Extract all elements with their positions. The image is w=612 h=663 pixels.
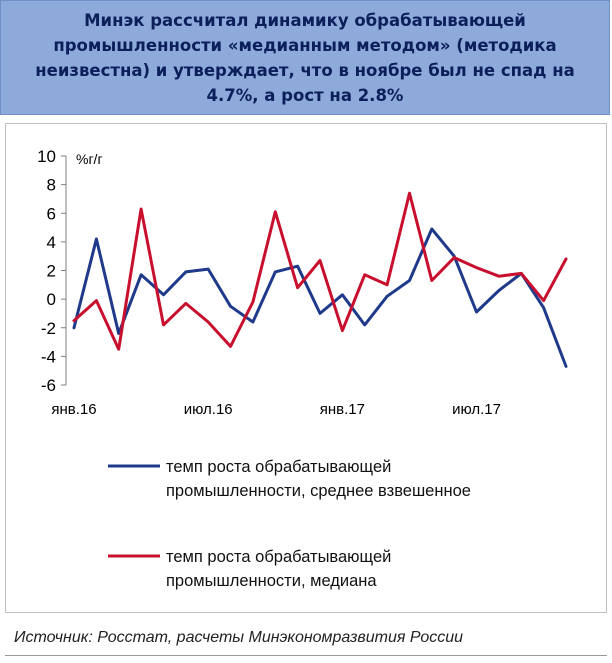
y-tick-label: 4 (47, 233, 56, 252)
title-banner: Минэк рассчитал динамику обрабатывающей … (0, 0, 610, 115)
x-tick-label: янв.17 (320, 401, 365, 418)
y-tick-label: -6 (41, 376, 56, 395)
y-tick-label: -2 (41, 319, 56, 338)
source-note: Источник: Росстат, расчеты Минэкономразв… (14, 629, 464, 646)
x-tick-label: июл.17 (452, 401, 501, 418)
x-tick-label: июл.16 (184, 401, 233, 418)
chart-title: Минэк рассчитал динамику обрабатывающей … (35, 10, 575, 105)
y-tick-label: 0 (47, 290, 56, 309)
y-tick-label: 2 (47, 262, 56, 281)
chart-frame (5, 123, 607, 613)
y-tick-label: 10 (37, 147, 56, 166)
y-tick-label: 8 (47, 176, 56, 195)
y-tick-label: 6 (47, 204, 56, 223)
chart-series (72, 191, 568, 368)
legend-label: темп роста обрабатывающей промышленности,… (166, 548, 391, 590)
y-unit-label: %г/г (76, 151, 103, 167)
legend-label: темп роста обрабатывающей промышленности,… (166, 458, 471, 500)
chart-legend: темп роста обрабатывающей промышленности,… (108, 458, 471, 590)
series-line-2 (72, 191, 568, 351)
chart-axes: -6 -4 -2 0 2 4 6 8 10 %г/г янв.16 июл.16 янв.17 июл.1… (37, 147, 501, 418)
source-divider (5, 655, 607, 656)
x-tick-label: янв.16 (51, 401, 96, 418)
y-tick-label: -4 (41, 347, 56, 366)
